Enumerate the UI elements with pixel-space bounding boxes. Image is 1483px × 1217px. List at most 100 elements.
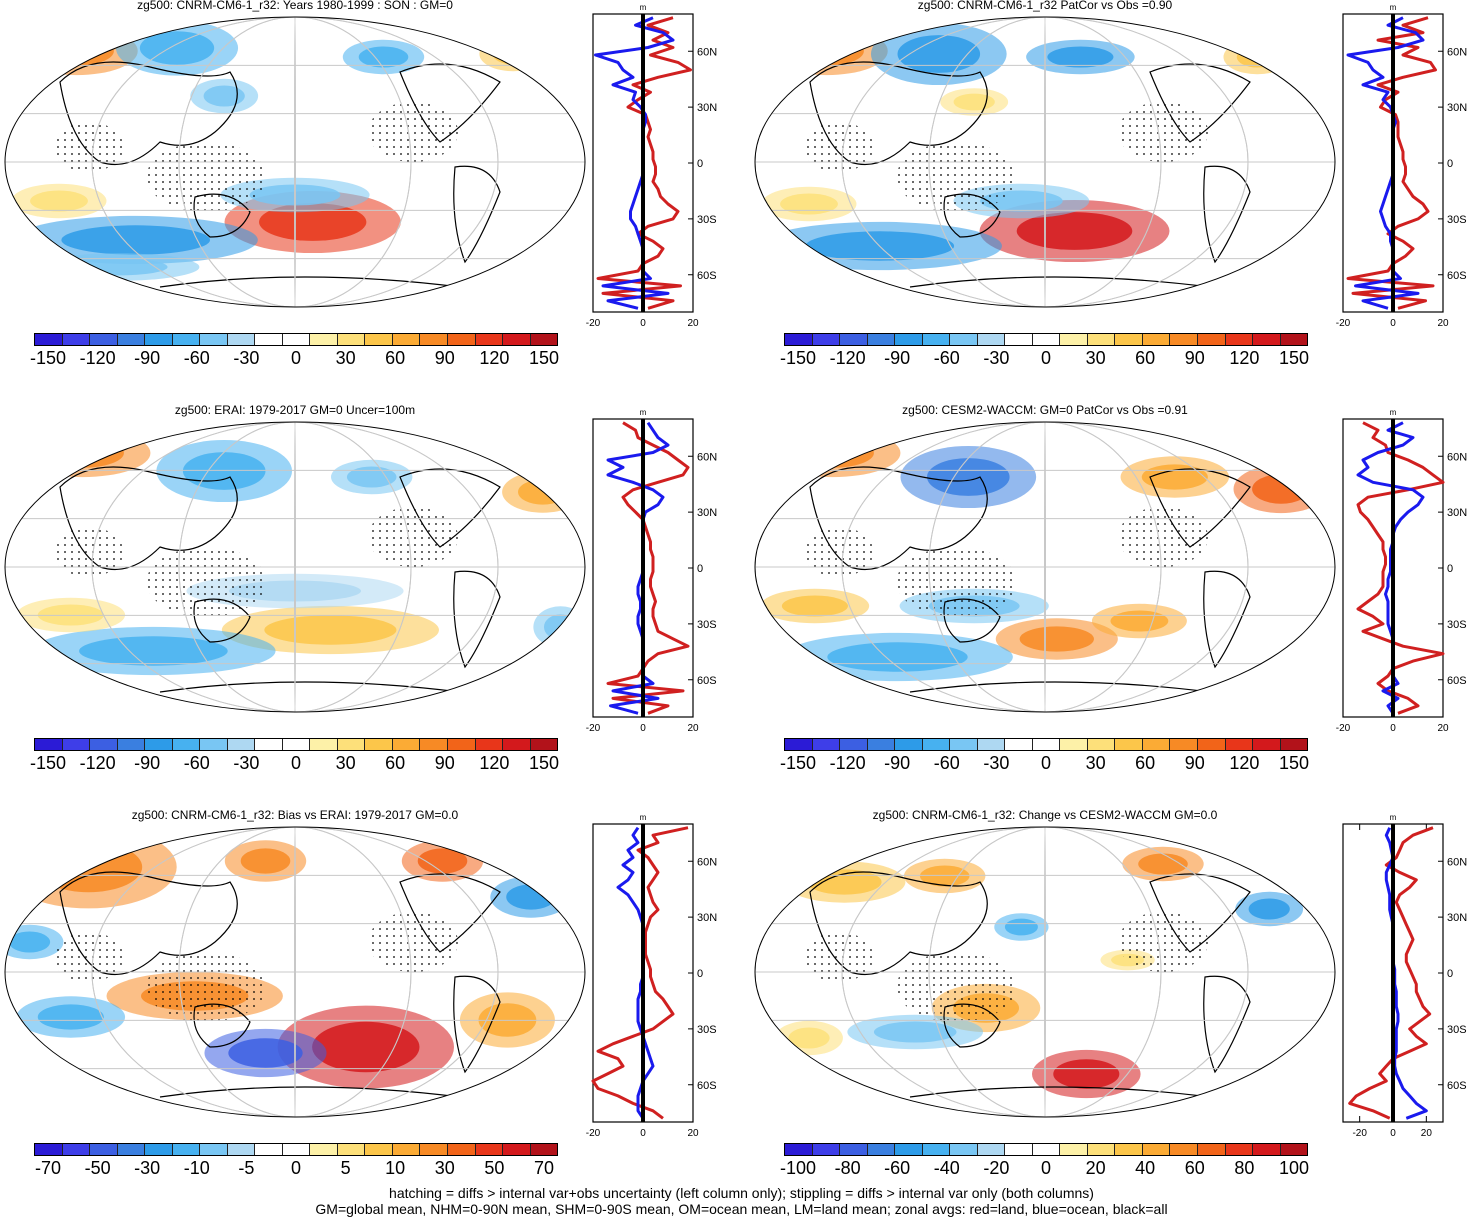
colorbar-tick-label: 60 (1135, 753, 1156, 773)
colorbar-swatch (172, 739, 201, 750)
colorbar-swatch (1197, 739, 1226, 750)
stippling (146, 142, 267, 212)
colorbar-swatch (62, 739, 91, 750)
colorbar-tick-label: -60 (933, 348, 960, 368)
colorbar-swatch (255, 739, 283, 750)
colorbar-swatch (1060, 739, 1088, 750)
colorbar-swatch (1142, 1144, 1171, 1155)
colorbar-swatch (1060, 1144, 1088, 1155)
colorbar-swatch (475, 1144, 504, 1155)
zonal-xtick-label: 0 (1390, 1128, 1396, 1139)
colorbar-swatch (950, 334, 978, 345)
colorbar-swatch (785, 334, 813, 345)
colorbar-swatch (420, 739, 448, 750)
anomaly-core (788, 1027, 830, 1049)
colorbar-tick-label: 0 (290, 1158, 302, 1178)
colorbar-swatch (117, 739, 146, 750)
zonal-xtick-label: -20 (1336, 723, 1351, 734)
colorbar-swatch (1087, 739, 1116, 750)
zonal-unit-label: m (1390, 3, 1397, 12)
colorbar (784, 738, 1308, 751)
zonal-xtick-label: -20 (586, 1128, 601, 1139)
footer-note-hatching: hatching = diffs > internal var+obs unce… (389, 1185, 1094, 1201)
colorbar-swatch (227, 334, 256, 345)
colorbar-swatch (337, 334, 366, 345)
colorbar-tick-label: 70 (533, 1158, 555, 1178)
zonal-series-land (1348, 826, 1434, 1120)
panel-title: zg500: CNRM-CM6-1_r32: Years 1980-1999 :… (137, 0, 453, 12)
colorbar-swatch (62, 334, 91, 345)
colorbar-tick-label: 120 (479, 348, 510, 368)
colorbar-swatch (812, 334, 841, 345)
colorbar-swatch (255, 1144, 283, 1155)
colorbar-swatch (200, 1144, 228, 1155)
colorbar-swatch (977, 739, 1006, 750)
graticule-meridian (294, 826, 296, 1118)
zonal-mean-plot: m -20 0 20 60N 30N 0 30S 60S (1342, 813, 1467, 1139)
stippling (368, 912, 458, 972)
zonal-xtick-label: 20 (687, 318, 699, 329)
colorbar-swatch (1142, 739, 1171, 750)
colorbar-tick-label: 90 (434, 753, 455, 773)
colorbar-swatch (950, 1144, 978, 1155)
anomaly-core (8, 931, 51, 953)
zonal-xtick-label: 20 (1421, 1128, 1433, 1139)
stippling (146, 952, 267, 1022)
colorbar-tick-label: 60 (1135, 348, 1156, 368)
coastline (453, 570, 501, 669)
coastline (909, 681, 1211, 693)
colorbar-tick-label: -90 (134, 348, 161, 368)
anomaly-core (1236, 46, 1279, 68)
colorbar-swatch (35, 334, 63, 345)
zonal-lat-label: 60S (697, 270, 717, 282)
zonal-xtick-label: -20 (1336, 318, 1351, 329)
graticule-meridian (294, 421, 296, 713)
zonal-mean-plot: m -20 0 20 60N 30N 0 30S 60S (1336, 3, 1467, 329)
colorbar-tick-label: 90 (1184, 753, 1205, 773)
colorbar-tick-label: -120 (829, 348, 866, 368)
zonal-lat-label: 30S (697, 214, 717, 226)
colorbar-swatch (1197, 1144, 1226, 1155)
colorbar-swatch (840, 334, 868, 345)
colorbar (34, 333, 558, 346)
map-plot (754, 826, 1336, 1118)
map-border (4, 16, 586, 308)
zonal-lat-label: 30S (1447, 619, 1467, 631)
colorbar-swatch (895, 739, 923, 750)
panel-1: zg500: CNRM-CM6-1_r32: Years 1980-1999 :… (0, 0, 740, 400)
stippling (896, 952, 1017, 1022)
zonal-xtick-label: 20 (687, 1128, 699, 1139)
colorbar-swatch (922, 334, 951, 345)
colorbar-tick-label: 30 (434, 1158, 455, 1178)
panel-title: zg500: CNRM-CM6-1_r32: Bias vs ERAI: 197… (131, 808, 459, 822)
colorbar-swatch (812, 739, 841, 750)
zonal-lat-label: 60N (697, 451, 717, 463)
colorbar-tick-label: -150 (779, 753, 817, 773)
zonal-lat-label: 30N (1447, 912, 1467, 924)
anomaly-core (30, 190, 88, 212)
coastline (1203, 975, 1251, 1074)
zonal-lat-label: 0 (697, 158, 703, 170)
anomaly-core (1138, 853, 1188, 875)
zonal-mean-plot: m -20 0 20 60N 30N 0 30S 60S (586, 408, 717, 734)
colorbar-swatch (977, 1144, 1006, 1155)
colorbar-swatch (1170, 1144, 1198, 1155)
coastline (943, 1003, 1001, 1048)
panel-title: zg500: ERAI: 1979-2017 GM=0 Uncer=100m (174, 403, 416, 417)
colorbar-swatch (200, 334, 228, 345)
colorbar-tick-label: 0 (1040, 348, 1052, 368)
anomaly-core (358, 46, 409, 68)
colorbar-tick-label: -120 (829, 753, 866, 773)
colorbar-swatch (1032, 334, 1061, 345)
colorbar-swatch (503, 739, 531, 750)
zonal-lat-label: 30S (697, 1024, 717, 1036)
zonal-xtick-label: 0 (640, 1128, 646, 1139)
coastline (1203, 165, 1251, 264)
colorbar-tick-label: 40 (1135, 1158, 1156, 1178)
colorbar (34, 1143, 558, 1156)
map-plot (754, 16, 1336, 308)
colorbar-swatch (62, 1144, 91, 1155)
stippling (803, 122, 874, 172)
colorbar-tick-label: 150 (1278, 348, 1310, 368)
colorbar-tick-label: -150 (29, 753, 67, 773)
